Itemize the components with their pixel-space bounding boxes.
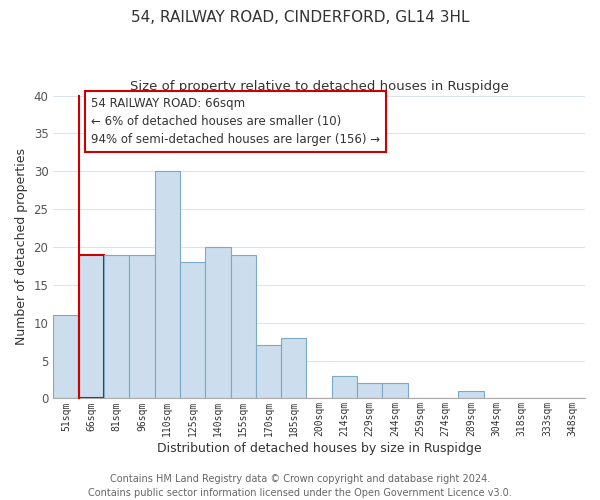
Bar: [180, 262, 205, 398]
Bar: [357, 384, 382, 398]
Bar: [79, 254, 104, 398]
Bar: [53, 315, 79, 398]
Bar: [129, 254, 155, 398]
Bar: [458, 391, 484, 398]
Y-axis label: Number of detached properties: Number of detached properties: [15, 148, 28, 346]
Text: Contains HM Land Registry data © Crown copyright and database right 2024.
Contai: Contains HM Land Registry data © Crown c…: [88, 474, 512, 498]
Bar: [104, 254, 129, 398]
Bar: [256, 346, 281, 399]
Bar: [332, 376, 357, 398]
Bar: [281, 338, 307, 398]
Bar: [205, 247, 230, 398]
Text: 54 RAILWAY ROAD: 66sqm
← 6% of detached houses are smaller (10)
94% of semi-deta: 54 RAILWAY ROAD: 66sqm ← 6% of detached …: [91, 97, 380, 146]
Bar: [382, 384, 408, 398]
X-axis label: Distribution of detached houses by size in Ruspidge: Distribution of detached houses by size …: [157, 442, 481, 455]
Bar: [230, 254, 256, 398]
Text: 54, RAILWAY ROAD, CINDERFORD, GL14 3HL: 54, RAILWAY ROAD, CINDERFORD, GL14 3HL: [131, 10, 469, 25]
Bar: [155, 172, 180, 398]
Title: Size of property relative to detached houses in Ruspidge: Size of property relative to detached ho…: [130, 80, 509, 93]
